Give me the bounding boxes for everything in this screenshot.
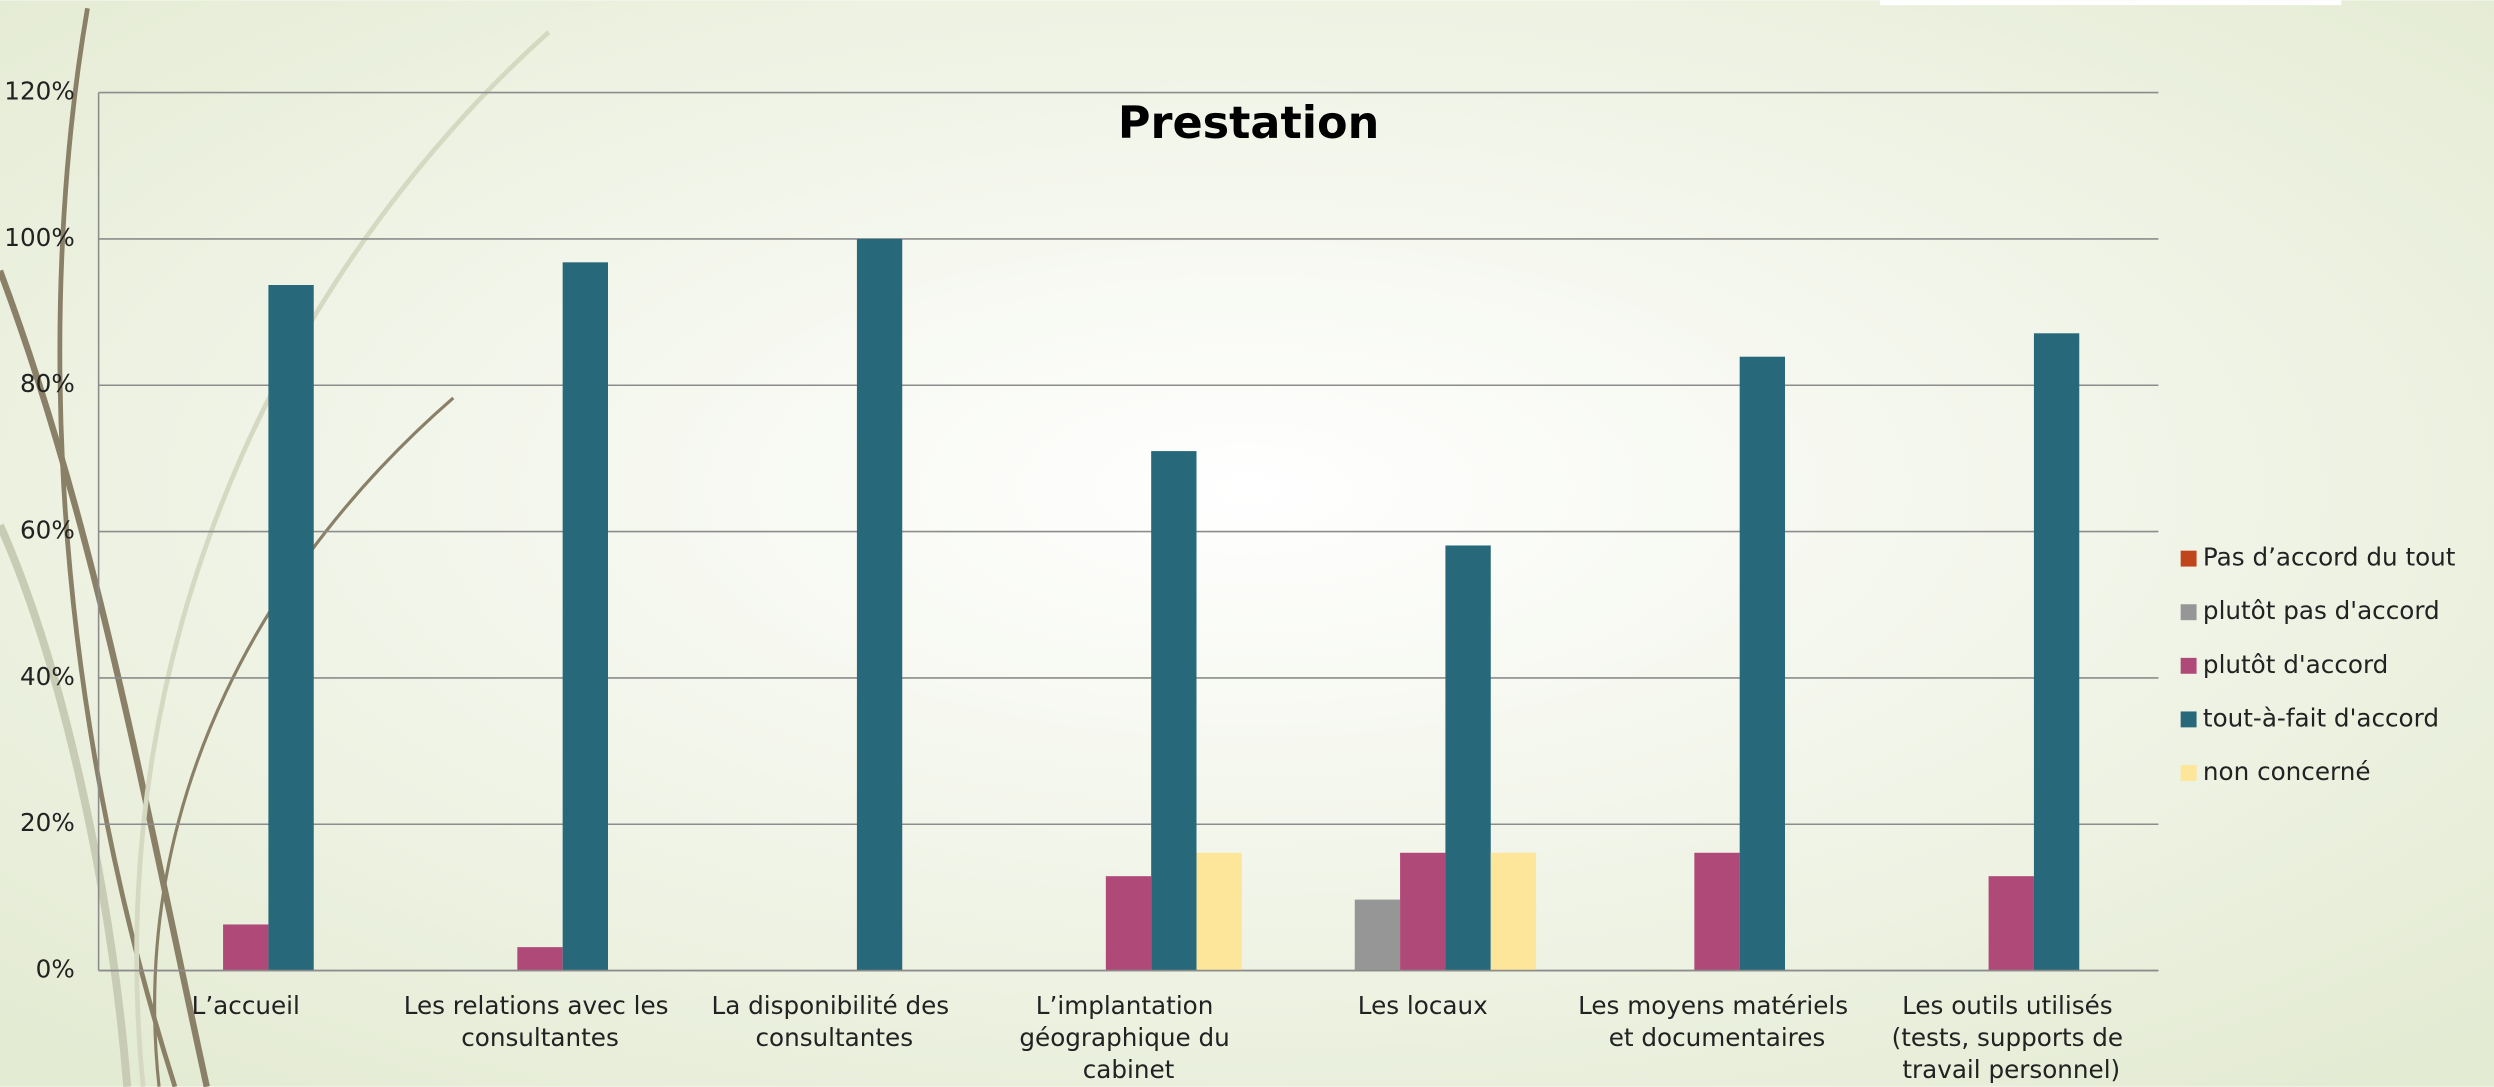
legend-swatch [2180,657,2197,674]
y-tick-label: 0% [36,955,75,984]
legend-label: plutôt d'accord [2203,650,2388,679]
logo-strip [1880,0,2342,6]
bar [223,924,269,971]
x-tick-label: La disponibilité des consultantes [712,991,957,1052]
bar [1354,899,1401,971]
bar [1988,876,2034,971]
y-tick-label: 20% [20,808,75,837]
bar [562,262,608,971]
x-tick-label: Les relations avec les consultantes [404,991,677,1052]
y-tick-label: 80% [20,369,75,398]
x-tick-label: L’accueil [192,991,300,1020]
bar [856,238,903,971]
x-tick-label: L’implantation géographique du cabinet [1019,991,1237,1084]
legend-swatch [2180,604,2197,621]
bar [1694,852,1740,971]
x-tick-label: Les outils utilisés (tests, supports de … [1892,991,2131,1084]
legend-label: tout-à-fait d'accord [2203,703,2439,732]
bar [1400,852,1446,971]
legend-swatch [2180,711,2197,728]
bar [2033,333,2080,971]
legend-label: non concerné [2203,757,2371,786]
legend-swatch [2180,550,2197,567]
legend-label: plutôt pas d'accord [2203,596,2440,625]
y-tick-label: 100% [4,223,74,252]
y-tick-label: 40% [20,662,75,691]
decoration [0,7,551,1087]
bar [1739,356,1786,971]
bar [1445,545,1491,971]
x-tick-label: Les moyens matériels et documentaires [1578,991,1856,1052]
bar [517,947,563,971]
bar [1105,876,1152,971]
legend-swatch [2180,765,2197,781]
x-tick-label: Les locaux [1358,991,1488,1020]
bar [1196,852,1242,971]
y-tick-label: 60% [20,516,75,545]
bar [1151,451,1197,971]
bar [1490,852,1537,971]
legend-label: Pas d’accord du tout [2203,543,2456,572]
chart-title: Prestation [1118,97,1379,149]
bar [268,285,314,971]
y-tick-label: 120% [4,77,74,106]
